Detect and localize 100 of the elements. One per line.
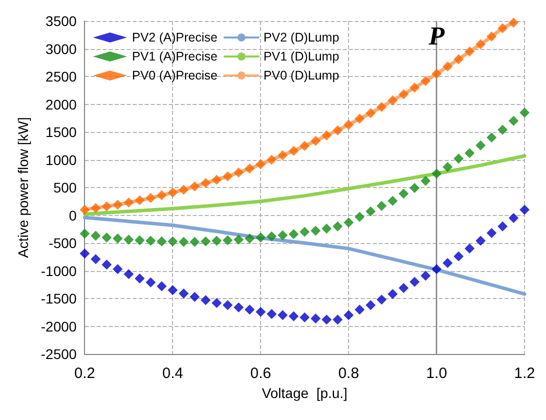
point <box>464 46 475 57</box>
point <box>234 302 244 312</box>
point <box>398 89 409 100</box>
point <box>310 313 321 324</box>
point <box>244 234 255 244</box>
point <box>288 229 299 240</box>
point <box>366 300 376 310</box>
y-tick-label: -500 <box>48 235 77 251</box>
legend-label: PV1 (D)Lump <box>263 50 340 64</box>
point <box>486 32 497 42</box>
point <box>124 197 134 208</box>
point <box>80 228 90 239</box>
point <box>410 183 420 194</box>
point <box>410 82 420 93</box>
point <box>508 116 519 126</box>
point <box>266 154 277 165</box>
legend-label: PV1 (A)Precise <box>132 50 218 64</box>
point <box>420 270 431 281</box>
point <box>476 140 486 150</box>
point <box>222 235 233 246</box>
point <box>288 146 299 156</box>
point <box>190 292 200 302</box>
y-tick-label: 1000 <box>46 152 77 168</box>
line-series <box>82 216 526 296</box>
point <box>212 236 222 246</box>
point <box>344 217 354 228</box>
point <box>454 251 464 262</box>
point <box>168 187 178 198</box>
point <box>234 234 244 245</box>
point <box>388 95 398 106</box>
point <box>442 62 453 72</box>
point <box>124 234 134 245</box>
point <box>432 68 442 79</box>
point <box>190 181 200 192</box>
point <box>310 226 321 236</box>
point <box>344 120 354 130</box>
point <box>178 288 189 299</box>
point <box>102 260 112 270</box>
y-axis-title: Active power flow [kW] <box>15 117 31 258</box>
point <box>476 236 486 246</box>
point <box>168 285 178 296</box>
y-tick-label: -2500 <box>40 346 77 362</box>
point <box>112 264 123 274</box>
point <box>244 304 255 315</box>
point <box>102 232 112 242</box>
point <box>520 204 530 215</box>
point <box>222 300 233 310</box>
y-tick-label: -2000 <box>40 318 77 334</box>
point <box>354 212 365 222</box>
point <box>168 236 178 246</box>
point <box>442 162 453 172</box>
y-tick-label: -1000 <box>40 262 77 279</box>
point <box>354 114 365 124</box>
point <box>388 289 398 300</box>
point <box>398 282 409 293</box>
point <box>134 274 145 284</box>
point <box>256 232 266 242</box>
point <box>256 159 266 170</box>
legend-label: PV2 (D)Lump <box>263 30 340 44</box>
point <box>190 236 200 247</box>
point <box>222 171 233 182</box>
point <box>146 236 156 246</box>
x-tick-label: 1.2 <box>514 365 536 382</box>
point <box>200 295 211 306</box>
point <box>146 277 156 288</box>
point <box>212 174 222 185</box>
point <box>322 314 332 325</box>
y-tick-label: -1500 <box>40 290 77 306</box>
x-tick-label: 1.0 <box>426 365 448 382</box>
point <box>156 281 167 292</box>
point <box>464 148 475 158</box>
point <box>278 310 288 320</box>
point <box>464 244 475 254</box>
legend-label: PV0 (A)Precise <box>132 68 218 82</box>
y-tick-label: 500 <box>53 180 77 196</box>
point <box>420 176 431 186</box>
point <box>322 130 332 140</box>
point <box>90 203 101 214</box>
point <box>410 276 420 287</box>
point <box>508 213 519 224</box>
point <box>498 124 508 135</box>
point <box>300 312 310 322</box>
point <box>520 108 530 118</box>
point <box>332 314 343 325</box>
point <box>266 309 277 320</box>
point <box>300 140 310 151</box>
point <box>420 76 431 86</box>
point <box>366 206 376 216</box>
point <box>498 221 508 232</box>
point <box>212 298 222 308</box>
y-tick-label: 3000 <box>46 40 77 57</box>
point <box>476 39 486 50</box>
point <box>454 154 464 164</box>
legend-label: PV2 (A)Precise <box>132 30 218 44</box>
point <box>178 184 189 195</box>
point <box>102 201 112 212</box>
y-tick-label: 0 <box>68 207 77 224</box>
point <box>366 108 376 118</box>
point <box>278 230 288 240</box>
point <box>332 125 343 136</box>
